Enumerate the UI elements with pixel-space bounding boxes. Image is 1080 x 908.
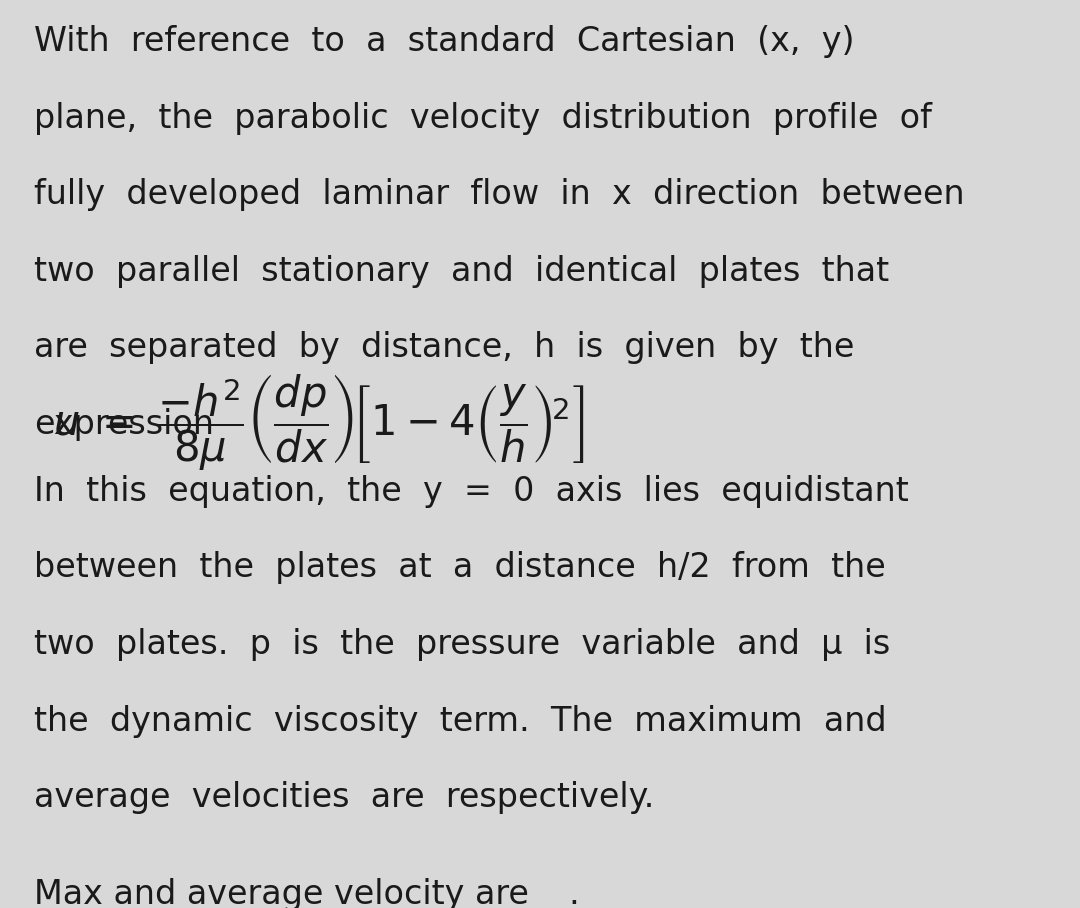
Text: In  this  equation,  the  y  =  0  axis  lies  equidistant: In this equation, the y = 0 axis lies eq… [33,475,908,508]
Text: the  dynamic  viscosity  term.  The  maximum  and: the dynamic viscosity term. The maximum … [33,705,887,737]
Text: between  the  plates  at  a  distance  h/2  from  the: between the plates at a distance h/2 fro… [33,551,886,585]
Text: expression: expression [33,408,214,441]
Text: With  reference  to  a  standard  Cartesian  (x,  y): With reference to a standard Cartesian (… [33,25,854,58]
Text: $u\ =\ \dfrac{-h^2}{8\mu}\left(\dfrac{dp}{dx}\right)\!\left[1-4\left(\dfrac{y}{h: $u\ =\ \dfrac{-h^2}{8\mu}\left(\dfrac{dp… [53,371,585,473]
Text: average  velocities  are  respectively.: average velocities are respectively. [33,781,654,814]
Text: Max and average velocity are: Max and average velocity are [33,877,528,908]
Text: are  separated  by  distance,  h  is  given  by  the: are separated by distance, h is given by… [33,331,854,364]
Text: two  plates.  p  is  the  pressure  variable  and  μ  is: two plates. p is the pressure variable a… [33,628,890,661]
Text: fully  developed  laminar  flow  in  x  direction  between: fully developed laminar flow in x direct… [33,178,964,212]
Text: two  parallel  stationary  and  identical  plates  that: two parallel stationary and identical pl… [33,255,889,288]
Text: .: . [569,877,580,908]
Text: plane,  the  parabolic  velocity  distribution  profile  of: plane, the parabolic velocity distributi… [33,102,932,134]
